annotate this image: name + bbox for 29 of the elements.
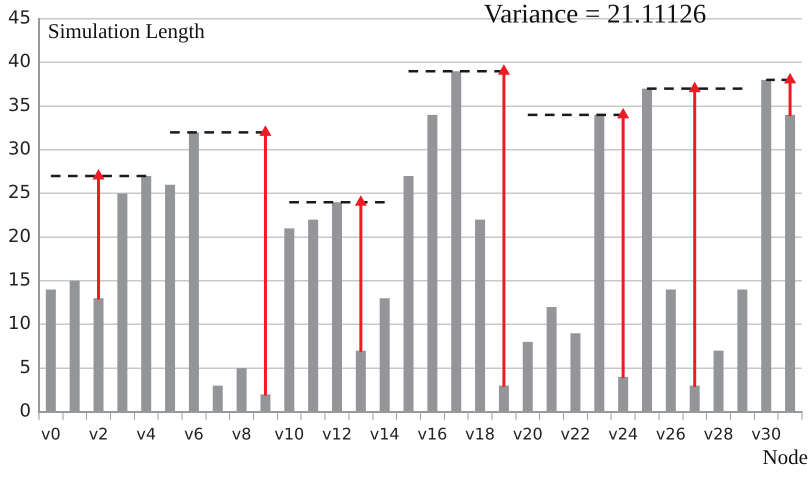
x-tick-label: v26 [656,424,686,444]
x-tick-label: v20 [512,424,543,444]
y-tick-label: 35 [8,94,31,116]
x-tick-label: v4 [136,424,156,444]
x-tick-label: v30 [751,424,782,444]
x-tick-label: v8 [232,424,252,444]
x-tick-label: v12 [322,424,352,444]
x-tick-label: v18 [465,424,495,444]
x-tick-label: v0 [41,424,61,444]
y-axis-title: Simulation Length [48,18,206,43]
y-tick-label: 15 [8,269,31,290]
x-tick-label: v2 [88,424,108,444]
x-tick-label: v24 [608,424,638,444]
x-tick-label: v22 [560,424,590,444]
annotation: Variance = 21.11126 [484,0,706,29]
y-tick-label: 45 [8,7,31,28]
x-tick-label: v16 [417,424,448,444]
x-tick-label: v14 [370,424,400,444]
x-axis-title: Node [762,444,808,469]
y-tick-label: 40 [8,51,31,72]
y-tick-label: 30 [8,138,31,160]
y-tick-label: 0 [19,400,31,422]
y-tick-label: 10 [8,313,31,334]
y-tick-label: 25 [8,182,31,204]
x-tick-label: v10 [274,424,304,444]
y-tick-label: 20 [8,226,31,247]
x-tick-label: v6 [184,424,204,444]
y-tick-label: 5 [19,356,31,378]
x-tick-label: v28 [704,424,734,444]
